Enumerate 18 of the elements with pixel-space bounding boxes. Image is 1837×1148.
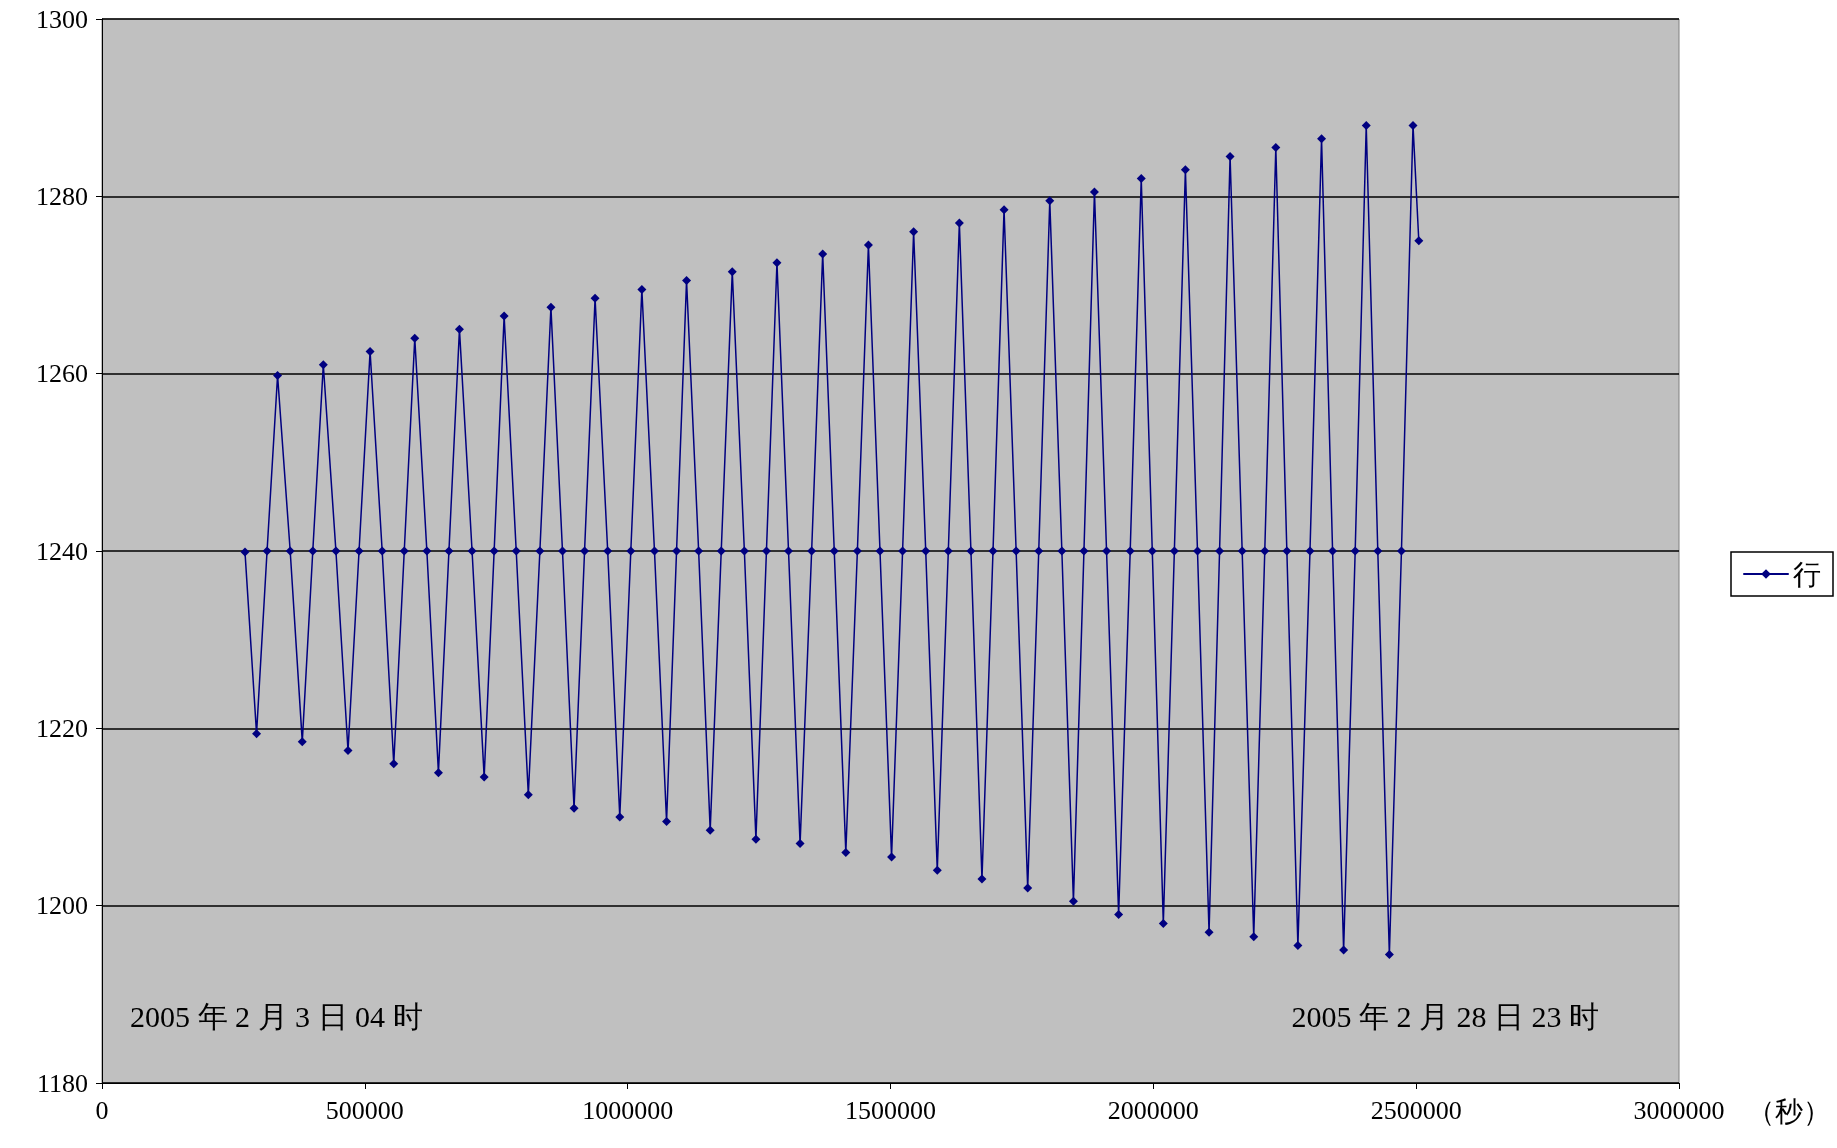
x-tick-label: 2500000 bbox=[1370, 1095, 1462, 1125]
x-tick-label: 1500000 bbox=[845, 1095, 936, 1125]
y-tick-label: 1280 bbox=[36, 181, 88, 211]
x-tick-label: 500000 bbox=[325, 1095, 404, 1125]
x-tick-label: 3000000 bbox=[1633, 1095, 1725, 1125]
x-tick-label: 2000000 bbox=[1107, 1095, 1199, 1125]
y-tick-label: 1200 bbox=[36, 891, 88, 921]
annotation: 2005 年 2 月 3 日 04 时 bbox=[130, 999, 423, 1033]
legend-label: 行 bbox=[1793, 558, 1821, 590]
x-tick-label: 1000000 bbox=[582, 1095, 674, 1125]
y-tick-label: 1180 bbox=[36, 1068, 88, 1098]
annotation: 2005 年 2 月 28 日 23 时 bbox=[1291, 999, 1599, 1033]
y-tick-label: 1220 bbox=[36, 713, 88, 743]
x-tick-label: 0 bbox=[95, 1095, 109, 1125]
x-axis-title: （秒） bbox=[1747, 1095, 1831, 1127]
y-tick-label: 1260 bbox=[36, 359, 88, 389]
y-tick-label: 1240 bbox=[36, 536, 88, 566]
y-tick-label: 1300 bbox=[36, 4, 88, 34]
